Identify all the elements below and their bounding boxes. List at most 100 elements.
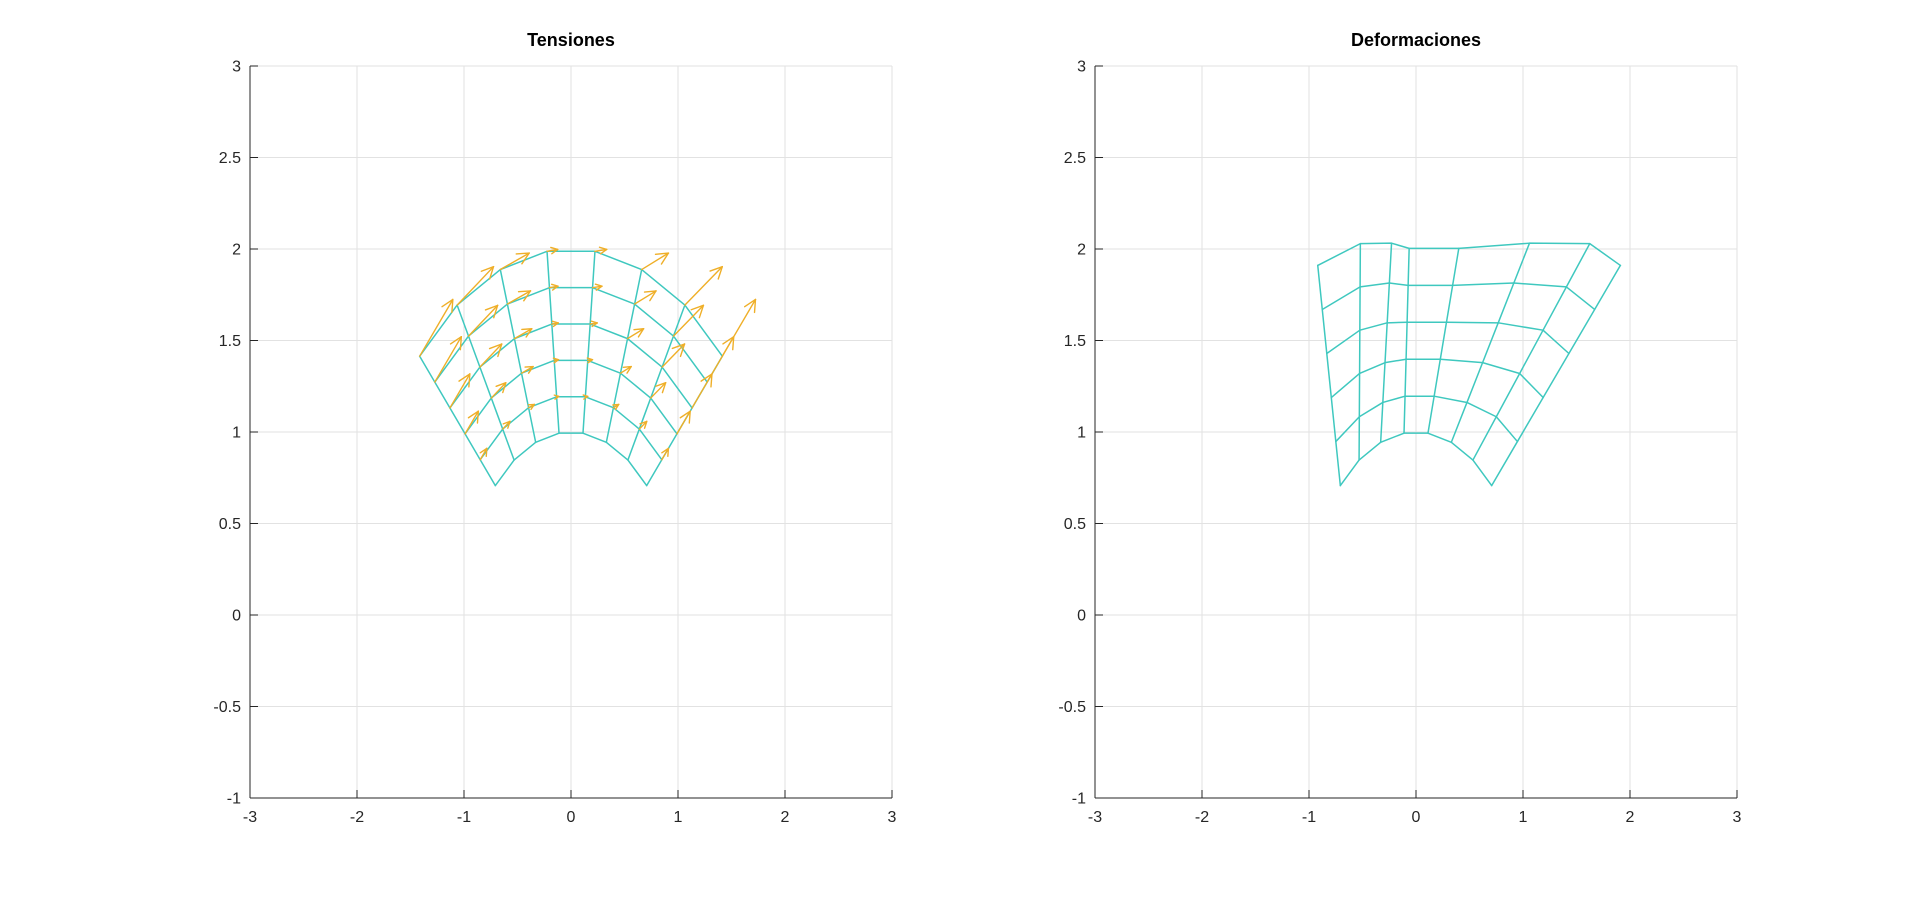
quiver-arrow-head: [524, 365, 534, 368]
quiver-arrow-head: [626, 365, 632, 374]
grid-lines: [1094, 65, 1738, 799]
mesh-arc: [1317, 242, 1622, 267]
quiver-arrow-head: [655, 381, 667, 387]
quiver-arrow-head: [553, 394, 560, 398]
y-tick-label: -1: [227, 791, 241, 808]
quiver-arrow-head: [649, 290, 657, 302]
quiver-arrow-head: [661, 447, 670, 454]
x-tick-label: 1: [674, 809, 683, 826]
quiver-arrow-head: [753, 298, 757, 314]
quiver-arrow-shaft: [479, 343, 503, 368]
x-tick-label: -3: [243, 809, 257, 826]
quiver-arrow-head: [722, 335, 735, 345]
y-tick-label: 0: [1077, 608, 1086, 625]
mesh-arc: [1335, 395, 1519, 443]
quiver-arrow-shaft: [594, 248, 608, 253]
quiver-arrow-head: [502, 420, 511, 425]
quiver-arrow-head: [586, 357, 594, 361]
mesh-arc: [464, 359, 678, 435]
quiver-arrow-shaft: [467, 304, 499, 337]
mesh-spoke: [1403, 247, 1410, 434]
mesh-arc: [418, 250, 724, 357]
quiver-arrow-head: [633, 328, 645, 331]
mesh-spoke: [456, 304, 515, 461]
mesh-spoke: [546, 250, 560, 434]
mesh-lines: [418, 250, 724, 487]
quiver-arrow-head: [552, 357, 560, 361]
quiver-arrow-head: [551, 248, 559, 255]
quiver-arrow-head: [441, 298, 454, 308]
quiver-arrow-head: [743, 298, 757, 308]
quiver-arrow-head: [717, 265, 724, 280]
quiver-arrow-head: [591, 322, 598, 328]
quiver-arrow-head: [637, 328, 645, 338]
x-tick-label: -2: [350, 809, 364, 826]
quiver-arrow-head: [523, 290, 532, 302]
quiver-arrow-head: [479, 447, 488, 454]
quiver-arrow-head: [595, 285, 603, 291]
quiver-arrow-head: [515, 252, 530, 255]
quiver-arrow-head: [488, 265, 495, 280]
quiver-arrow-head: [507, 420, 511, 429]
mesh-spoke: [1450, 242, 1531, 444]
mesh-spoke: [605, 268, 643, 444]
mesh-arc: [449, 323, 693, 409]
mesh-spoke: [1490, 264, 1622, 487]
y-tick-label: 1.5: [1064, 333, 1086, 350]
quiver-arrow-head: [459, 335, 463, 351]
quiver-arrow-head: [497, 343, 503, 358]
y-tick-label: 1: [1077, 425, 1086, 442]
quiver-arrow-shaft: [619, 365, 632, 374]
quiver-arrow-head: [488, 343, 503, 350]
tensiones-plot: -3 -2 -1 0 1 2 3 -1 -0.5 0 0.5 1 1.5 2 2.5 3: [213, 59, 896, 827]
mesh-arc: [1326, 321, 1570, 355]
quiver-arrow-head: [484, 304, 499, 311]
quiver-arrow-shaft: [501, 420, 511, 430]
mesh-spoke: [499, 268, 537, 444]
quiver-arrow-head: [502, 381, 507, 394]
quiver-arrow-shaft: [513, 328, 533, 340]
y-tick-label: 2.5: [1064, 150, 1086, 167]
axes: [249, 65, 893, 799]
x-tick-label: 3: [1733, 809, 1742, 826]
quiver-arrow-head: [551, 285, 559, 291]
quiver-arrow-shaft: [626, 328, 645, 340]
mesh-spoke: [627, 304, 686, 461]
y-tick-label: 0: [232, 608, 241, 625]
mesh-arc: [1330, 358, 1544, 399]
quiver-arrow-head: [654, 252, 670, 256]
y-tick-label: -0.5: [213, 699, 241, 716]
quiver-arrow-head: [582, 394, 589, 398]
quiver-arrow-head: [552, 322, 559, 328]
y-tick-label: 2: [232, 242, 241, 259]
quiver-arrow-head: [480, 265, 495, 272]
quiver-arrow-shaft: [661, 447, 670, 461]
quiver-arrow-shaft: [676, 410, 691, 435]
x-tick-label: -2: [1195, 809, 1209, 826]
y-tick-label: 2: [1077, 242, 1086, 259]
mesh-spoke: [1379, 242, 1393, 444]
quiver-arrow-head: [594, 283, 603, 287]
quiver-arrow-head: [622, 365, 632, 369]
deformaciones-plot: -3 -2 -1 0 1 2 3 -1 -0.5 0 0.5 1 1.5 2 2.5 3: [1058, 59, 1741, 827]
quiver-arrow-head: [493, 304, 499, 319]
quiver-arrow-head: [639, 420, 648, 425]
mesh-arc: [1321, 282, 1596, 311]
quiver-arrow-head: [521, 252, 530, 265]
quiver-arrow-head: [525, 328, 533, 338]
quiver-arrow-shaft: [434, 335, 463, 383]
quiver-arrow-head: [690, 304, 705, 311]
quiver-arrow-shaft: [490, 381, 507, 399]
x-tick-label: -3: [1088, 809, 1102, 826]
quiver-arrow-head: [643, 420, 648, 429]
quiver-arrow-head: [667, 447, 670, 457]
quiver-arrow-head: [671, 343, 686, 350]
quiver-arrow-head: [679, 410, 691, 419]
tick-labels: -3 -2 -1 0 1 2 3 -1 -0.5 0 0.5 1 1.5 2 2.5 3: [213, 59, 896, 827]
y-tick-label: 1.5: [219, 333, 241, 350]
quiver-arrow-head: [612, 403, 620, 406]
quiver-arrow-shaft: [640, 252, 670, 271]
quiver-arrow-shaft: [418, 298, 454, 357]
